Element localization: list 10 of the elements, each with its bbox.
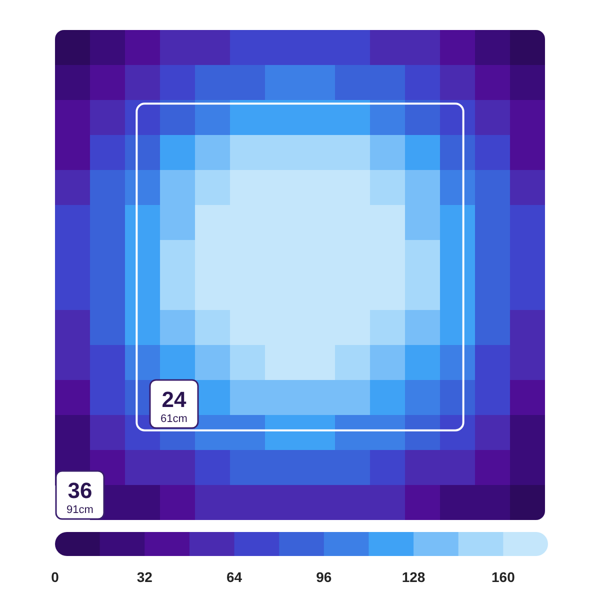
- color-bar-label: 0: [51, 569, 60, 585]
- color-bar-label: 64: [226, 569, 242, 585]
- annotation: 91cm: [66, 504, 94, 516]
- color-bar-label: 160: [492, 569, 516, 585]
- annotation: 36: [68, 478, 92, 503]
- color-bar-label: 96: [316, 569, 332, 585]
- annotation: 24: [162, 387, 187, 412]
- color-bar-label: 128: [402, 569, 426, 585]
- annotation: 61cm: [160, 413, 188, 425]
- color-bar-label: 32: [136, 569, 153, 585]
